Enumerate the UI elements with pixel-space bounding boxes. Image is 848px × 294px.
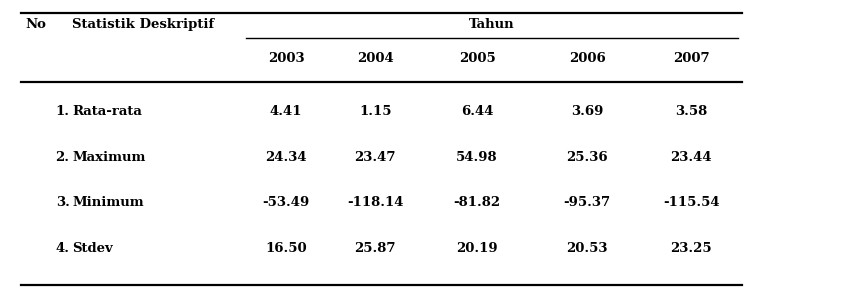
Text: 2004: 2004 (357, 52, 393, 65)
Text: Maximum: Maximum (72, 151, 146, 164)
Text: 3.69: 3.69 (571, 105, 604, 118)
Text: -81.82: -81.82 (454, 196, 500, 209)
Text: 23.25: 23.25 (670, 242, 712, 255)
Text: 2003: 2003 (268, 52, 304, 65)
Text: 25.87: 25.87 (354, 242, 396, 255)
Text: Rata-rata: Rata-rata (72, 105, 142, 118)
Text: 3.: 3. (56, 196, 70, 209)
Text: -95.37: -95.37 (564, 196, 611, 209)
Text: 2.: 2. (55, 151, 70, 164)
Text: 23.47: 23.47 (354, 151, 396, 164)
Text: Minimum: Minimum (72, 196, 143, 209)
Text: Tahun: Tahun (469, 19, 515, 31)
Text: -118.14: -118.14 (347, 196, 404, 209)
Text: No: No (25, 19, 47, 31)
Text: 2006: 2006 (569, 52, 605, 65)
Text: 1.15: 1.15 (359, 105, 392, 118)
Text: 24.34: 24.34 (265, 151, 307, 164)
Text: 25.36: 25.36 (566, 151, 608, 164)
Text: 54.98: 54.98 (456, 151, 498, 164)
Text: -115.54: -115.54 (663, 196, 719, 209)
Text: 1.: 1. (55, 105, 70, 118)
Text: -53.49: -53.49 (263, 196, 310, 209)
Text: 20.53: 20.53 (566, 242, 608, 255)
Text: Stdev: Stdev (72, 242, 113, 255)
Text: 16.50: 16.50 (265, 242, 307, 255)
Text: 20.19: 20.19 (456, 242, 498, 255)
Text: 23.44: 23.44 (670, 151, 712, 164)
Text: 2007: 2007 (672, 52, 710, 65)
Text: 3.58: 3.58 (675, 105, 707, 118)
Text: 2005: 2005 (459, 52, 495, 65)
Text: 4.41: 4.41 (270, 105, 303, 118)
Text: 6.44: 6.44 (460, 105, 494, 118)
Text: Statistik Deskriptif: Statistik Deskriptif (72, 19, 215, 31)
Text: 4.: 4. (55, 242, 70, 255)
